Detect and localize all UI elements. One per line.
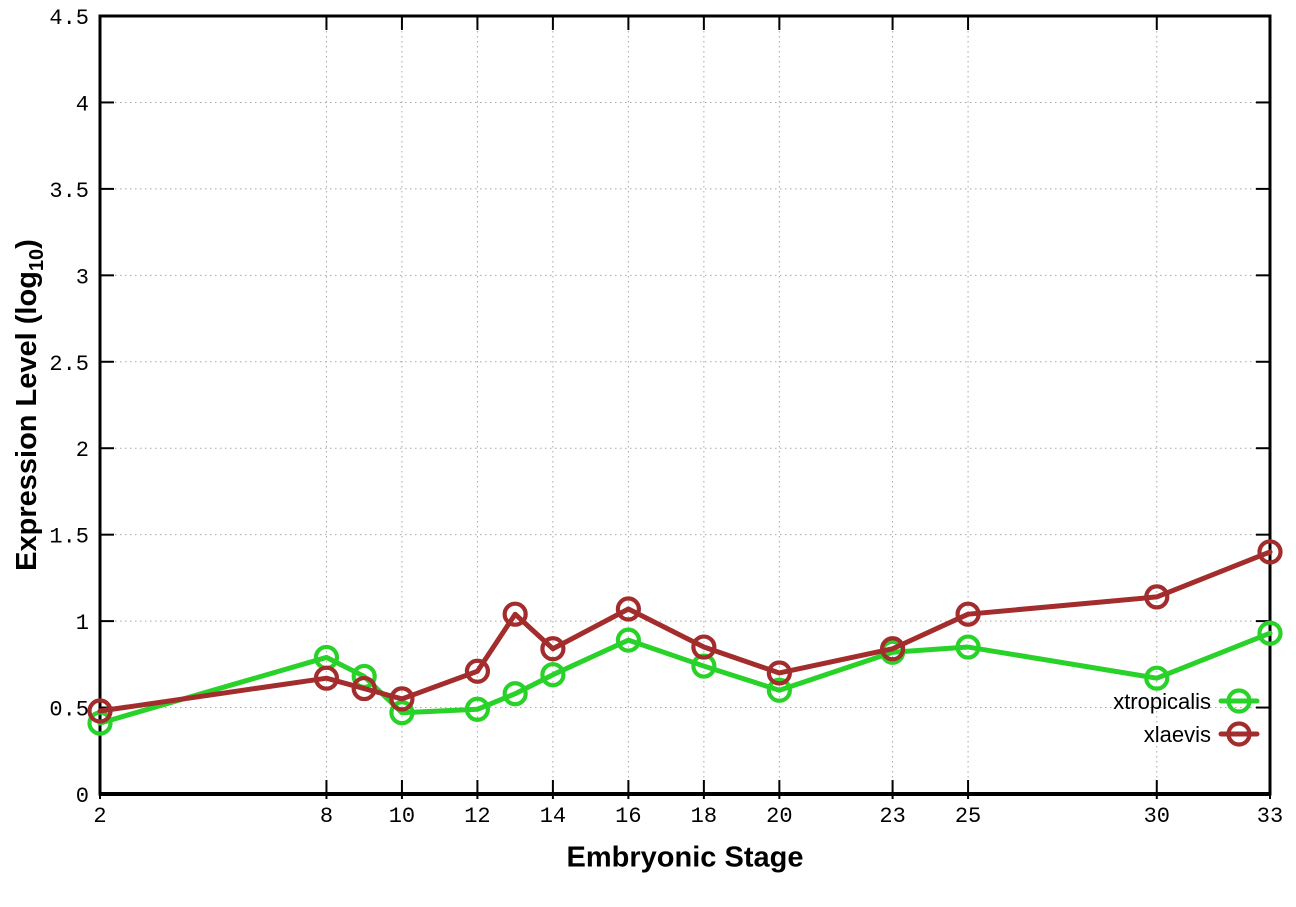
y-tick-label-3.5: 3.5	[49, 179, 89, 204]
y-axis-title-subscript: 10	[26, 248, 48, 272]
legend-label-xlaevis: xlaevis	[1144, 722, 1211, 747]
point-xtropicalis-stage-33	[1257, 620, 1283, 646]
legend-sample-marker-xlaevis	[1226, 721, 1252, 747]
point-xlaevis-stage-16	[615, 596, 641, 622]
x-tick-label-18: 18	[691, 804, 717, 829]
point-xlaevis-stage-18	[691, 634, 717, 660]
x-tick-label-20: 20	[766, 804, 792, 829]
legend-sample-marker-xtropicalis	[1226, 688, 1252, 714]
y-tick-label-0: 0	[76, 784, 89, 809]
y-tick-label-0.5: 0.5	[49, 698, 89, 723]
x-tick-label-25: 25	[955, 804, 981, 829]
point-xlaevis-stage-14	[540, 636, 566, 662]
series-xlaevis-line	[97, 549, 1273, 714]
series-xtropicalis-line	[97, 630, 1273, 726]
x-tick-label-8: 8	[320, 804, 333, 829]
y-tick-label-4: 4	[76, 92, 89, 117]
point-xlaevis-stage-20	[766, 660, 792, 686]
x-tick-label-10: 10	[389, 804, 415, 829]
legend-label-xtropicalis: xtropicalis	[1113, 689, 1211, 714]
x-tick-label-2: 2	[93, 804, 106, 829]
point-xtropicalis-stage-25	[955, 634, 981, 660]
y-axis-title: Expression Level (log10)	[11, 239, 49, 571]
x-tick-label-14: 14	[540, 804, 566, 829]
point-xtropicalis-stage-20	[766, 677, 792, 703]
point-xlaevis-stage-8	[313, 665, 340, 691]
point-xlaevis-stage-33	[1257, 539, 1283, 565]
point-xtropicalis-stage-12	[464, 696, 491, 722]
y-tick-label-3: 3	[76, 265, 89, 290]
x-axis-title: Embryonic Stage	[566, 841, 804, 874]
point-xlaevis-stage-23	[879, 636, 906, 662]
y-tick-label-2: 2	[76, 438, 89, 463]
point-xlaevis-stage-10	[389, 686, 415, 712]
y-axis-title-main: Expression Level (log	[11, 271, 43, 571]
point-xtropicalis-stage-13	[502, 681, 528, 707]
point-xlaevis-stage-2	[87, 698, 113, 724]
point-xlaevis-stage-13	[502, 601, 528, 627]
plot-border	[98, 14, 1272, 796]
point-xlaevis-stage-9	[351, 675, 377, 702]
point-xlaevis-stage-12	[464, 658, 491, 684]
x-tick-label-23: 23	[879, 804, 905, 829]
point-xtropicalis-stage-10	[389, 700, 415, 726]
point-xlaevis-stage-25	[955, 601, 981, 627]
y-axis-title-end: )	[11, 239, 43, 249]
point-xtropicalis-stage-30	[1144, 665, 1170, 691]
y-tick-label-1: 1	[76, 611, 89, 636]
y-tick-label-1.5: 1.5	[49, 525, 89, 550]
x-tick-label-12: 12	[464, 804, 490, 829]
x-tick-label-16: 16	[615, 804, 641, 829]
x-tick-label-30: 30	[1144, 804, 1170, 829]
y-tick-label-4.5: 4.5	[49, 6, 89, 31]
y-tick-label-2.5: 2.5	[49, 352, 89, 377]
point-xlaevis-stage-30	[1144, 584, 1170, 610]
point-xtropicalis-stage-14	[540, 662, 566, 688]
point-xtropicalis-stage-16	[615, 627, 641, 653]
x-tick-label-33: 33	[1257, 804, 1283, 829]
